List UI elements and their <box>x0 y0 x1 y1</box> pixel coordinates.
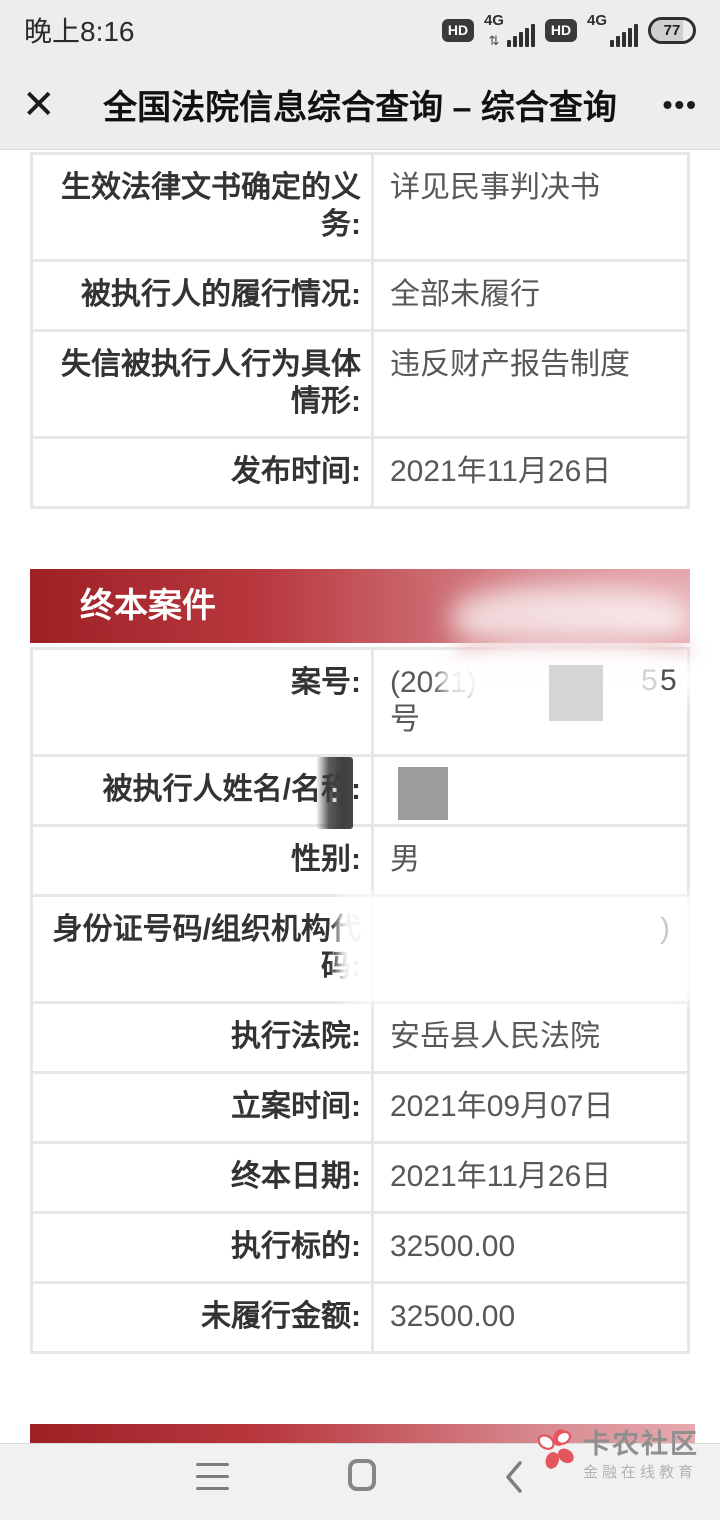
row-value: 32500.00 <box>374 1284 687 1351</box>
gray-redaction-box <box>549 665 603 721</box>
case-number-suffix: 号 <box>390 703 420 736</box>
next-section-banner-partial <box>30 1424 695 1443</box>
signal-bars-icon <box>506 24 535 47</box>
row-value: 32500.00 <box>374 1214 687 1281</box>
watermark-text: 卡农社区 金融在线教育 <box>583 1429 699 1482</box>
close-icon[interactable]: ✕ <box>22 82 56 127</box>
dark-redaction-smudge: : <box>316 757 353 829</box>
row-label: 终本日期: <box>33 1144 371 1211</box>
network-type-label: 4G <box>586 12 607 29</box>
battery-percent: 77 <box>663 21 681 39</box>
row-value: 全部未履行 <box>374 262 687 329</box>
page-title: 全国法院信息综合查询 – 综合查询 <box>103 89 617 127</box>
row-label: 被执行人的履行情况: <box>33 262 371 329</box>
row-value: 违反财产报告制度 <box>374 332 687 436</box>
row-label: 立案时间: <box>33 1074 371 1141</box>
data-arrows-icon: ⇅ <box>488 33 500 48</box>
row-label: 未履行金额: <box>33 1284 371 1351</box>
case-number-faint-digit: 5 <box>641 664 658 697</box>
row-label: 性别: <box>33 827 371 894</box>
back-button[interactable] <box>504 1460 524 1494</box>
battery-icon: 77 <box>648 16 696 44</box>
row-label: 执行标的: <box>33 1214 371 1281</box>
row-value: 详见民事判决书 <box>374 155 687 259</box>
dishonesty-info-table: 生效法律文书确定的义务: 详见民事判决书 被执行人的履行情况: 全部未履行 失信… <box>30 152 690 509</box>
row-label: 身份证号码/组织机构代码: <box>33 897 371 1001</box>
hd-icon: HD <box>441 18 474 42</box>
hd-icon: HD <box>544 18 577 42</box>
kanong-logo-icon <box>537 1429 574 1469</box>
signal-sim2: 4G ⇅ <box>587 13 638 47</box>
gray-redaction-box <box>398 767 448 820</box>
title-bar: ✕ 全国法院信息综合查询 – 综合查询 ••• <box>0 60 720 150</box>
watermark-subtitle: 金融在线教育 <box>583 1464 698 1481</box>
network-type-label: 4G <box>483 12 504 29</box>
row-value: 男 <box>374 827 687 894</box>
row-label: 生效法律文书确定的义务: <box>33 155 371 259</box>
case-number-digit: 5 <box>660 664 677 697</box>
signal-sim1: 4G ⇅ <box>484 13 535 47</box>
android-nav-bar <box>0 1443 720 1520</box>
white-blur-redaction <box>338 894 694 1002</box>
row-label: 案号: <box>33 650 371 754</box>
id-number-fragment: ) <box>660 912 670 945</box>
status-icons: HD 4G ⇅ HD 4G ⇅ 77 <box>441 13 696 47</box>
row-value: 2021年11月26日 <box>374 1144 687 1211</box>
signal-bars-icon <box>610 24 638 47</box>
home-button[interactable] <box>348 1459 376 1491</box>
row-label: 执行法院: <box>33 1004 371 1071</box>
row-value: 2021年11月26日 <box>374 439 687 506</box>
clock-time: 晚上8:16 <box>24 16 135 47</box>
watermark-title: 卡农社区 <box>583 1429 699 1459</box>
row-value: 安岳县人民法院 <box>374 1004 687 1071</box>
row-value: 2021年09月07日 <box>374 1074 687 1141</box>
watermark: 卡农社区 金融在线教育 <box>536 1429 699 1482</box>
menu-button[interactable] <box>196 1463 229 1499</box>
row-label: 失信被执行人行为具体情形: <box>33 332 371 436</box>
status-bar: 晚上8:16 HD 4G ⇅ HD 4G ⇅ 77 <box>0 0 720 60</box>
row-label: 发布时间: <box>33 439 371 506</box>
more-menu-icon[interactable]: ••• <box>662 88 698 120</box>
